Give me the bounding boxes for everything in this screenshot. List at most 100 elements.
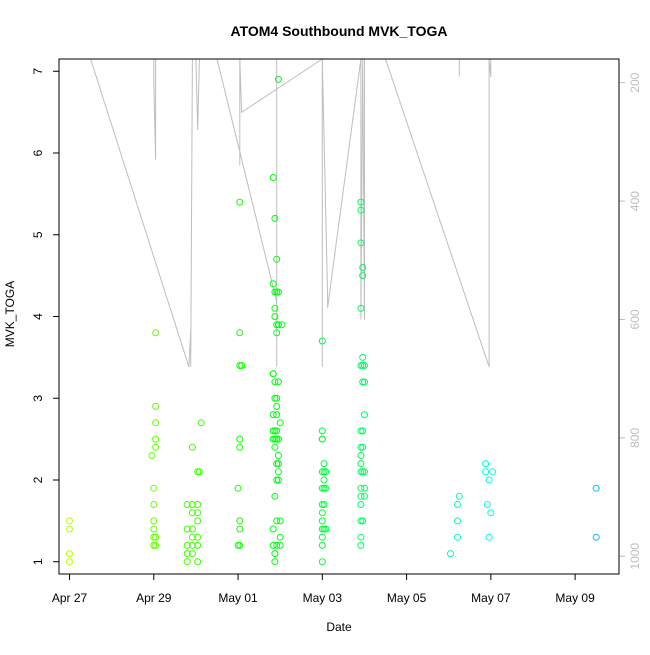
data-point bbox=[152, 419, 160, 427]
data-point bbox=[236, 435, 244, 443]
data-point bbox=[271, 492, 279, 500]
data-point bbox=[318, 427, 326, 435]
y-tick-label: 7 bbox=[31, 68, 45, 75]
y2-tick-label: 800 bbox=[628, 428, 642, 448]
data-point bbox=[183, 525, 191, 533]
data-point bbox=[447, 550, 454, 558]
y2-tick-label: 600 bbox=[628, 309, 642, 329]
data-point bbox=[320, 460, 328, 468]
data-point bbox=[361, 484, 368, 492]
data-point bbox=[150, 484, 158, 492]
data-point bbox=[66, 558, 73, 566]
data-point bbox=[236, 443, 244, 451]
data-point bbox=[273, 394, 281, 402]
data-point bbox=[269, 280, 277, 288]
data-point bbox=[485, 476, 493, 484]
data-point bbox=[188, 541, 196, 549]
data-point bbox=[483, 501, 491, 508]
data-point bbox=[188, 443, 196, 451]
data-point bbox=[273, 517, 281, 525]
data-point bbox=[274, 435, 282, 443]
data-point bbox=[359, 353, 367, 361]
x-tick-label: May 01 bbox=[218, 591, 258, 605]
data-point bbox=[66, 550, 73, 558]
data-point bbox=[482, 468, 490, 476]
data-point bbox=[269, 525, 277, 533]
data-point bbox=[359, 264, 367, 271]
data-point bbox=[357, 460, 365, 468]
data-point bbox=[318, 509, 326, 517]
data-point bbox=[357, 501, 365, 508]
data-point bbox=[188, 525, 196, 533]
data-point bbox=[322, 468, 330, 476]
data-point bbox=[150, 517, 158, 525]
axes-layer: Apr 27 Apr 29 May 01 May 03 May 05 May 07 May … bbox=[31, 68, 642, 605]
x-tick-label: May 03 bbox=[303, 591, 343, 605]
data-point bbox=[318, 533, 326, 541]
x-axis-label: Date bbox=[326, 620, 352, 634]
data-point bbox=[273, 427, 281, 435]
data-point bbox=[271, 558, 279, 566]
data-point bbox=[357, 484, 365, 492]
data-point bbox=[152, 435, 160, 443]
data-point bbox=[322, 525, 330, 533]
data-point bbox=[320, 476, 328, 484]
data-point bbox=[359, 443, 367, 451]
data-point bbox=[271, 214, 279, 222]
y2-tick-label: 200 bbox=[628, 72, 642, 92]
data-point bbox=[188, 550, 196, 558]
data-point bbox=[318, 435, 326, 443]
data-point bbox=[236, 198, 244, 206]
data-point bbox=[238, 362, 246, 369]
data-point bbox=[455, 492, 463, 500]
data-point bbox=[269, 541, 277, 549]
data-point bbox=[236, 517, 244, 525]
y-tick-label: 6 bbox=[31, 149, 45, 156]
data-point bbox=[269, 370, 277, 378]
data-point bbox=[357, 492, 365, 500]
data-point bbox=[489, 468, 497, 476]
data-point bbox=[361, 411, 368, 419]
data-point bbox=[320, 501, 328, 508]
data-point bbox=[276, 541, 284, 549]
data-point bbox=[271, 313, 279, 320]
data-point bbox=[485, 533, 493, 541]
data-point bbox=[276, 419, 284, 427]
data-point bbox=[195, 468, 203, 476]
x-tick-label: May 05 bbox=[387, 591, 427, 605]
y-tick-label: 4 bbox=[31, 313, 45, 320]
data-point bbox=[274, 468, 282, 476]
data-point bbox=[194, 541, 202, 549]
y-tick-label: 3 bbox=[31, 395, 45, 402]
data-point bbox=[357, 239, 365, 247]
data-point bbox=[273, 255, 281, 263]
data-point bbox=[188, 533, 196, 541]
data-point bbox=[188, 501, 196, 508]
data-point bbox=[183, 541, 191, 549]
data-point bbox=[150, 525, 158, 533]
data-point bbox=[66, 517, 73, 525]
data-point bbox=[361, 362, 368, 369]
data-point bbox=[359, 272, 367, 280]
data-point bbox=[357, 198, 365, 206]
y-tick-label: 2 bbox=[31, 476, 45, 483]
data-point bbox=[487, 509, 495, 517]
data-point bbox=[273, 402, 281, 410]
data-point bbox=[183, 501, 191, 508]
data-point bbox=[269, 174, 277, 181]
data-point bbox=[152, 443, 160, 451]
data-point bbox=[271, 443, 279, 451]
data-point bbox=[274, 452, 282, 459]
data-point bbox=[318, 558, 326, 566]
data-point bbox=[152, 329, 160, 337]
x-tick-label: May 09 bbox=[555, 591, 595, 605]
data-point bbox=[361, 468, 368, 476]
data-point bbox=[274, 288, 282, 296]
data-point bbox=[482, 460, 490, 468]
x-tick-label: Apr 27 bbox=[52, 591, 88, 605]
data-point bbox=[150, 501, 158, 508]
data-point bbox=[318, 337, 326, 345]
data-point bbox=[278, 321, 286, 329]
data-point bbox=[273, 329, 281, 337]
